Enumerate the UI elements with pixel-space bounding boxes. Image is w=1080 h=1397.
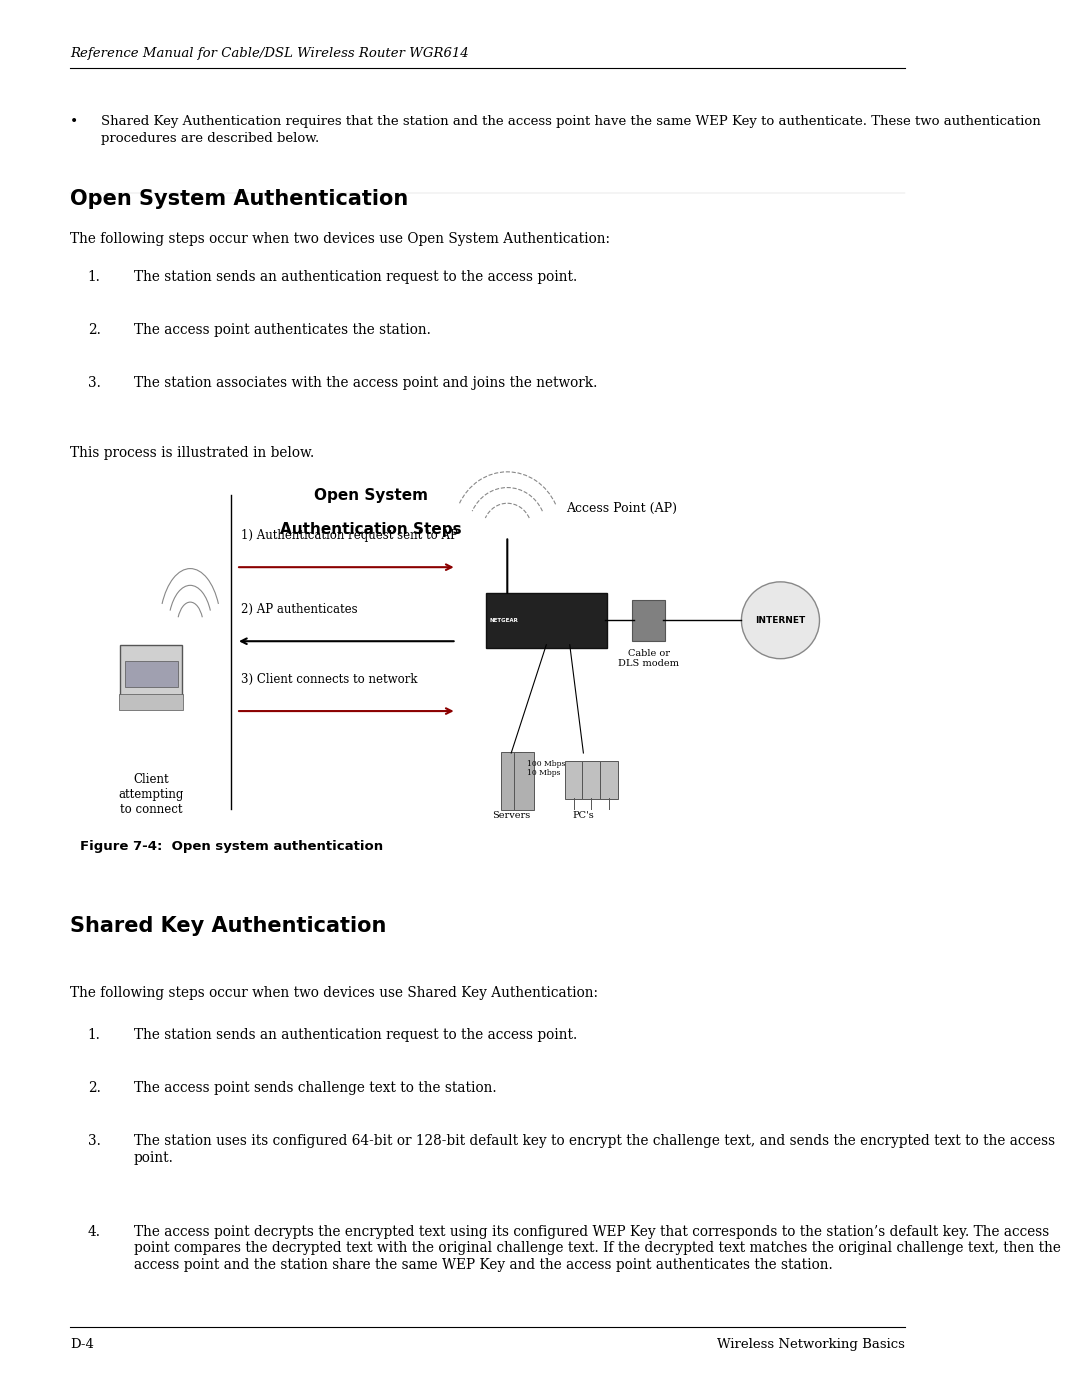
Text: The station associates with the access point and joins the network.: The station associates with the access p… [134,376,597,390]
FancyBboxPatch shape [120,645,183,697]
Text: Client
attempting
to connect: Client attempting to connect [119,773,184,816]
FancyBboxPatch shape [486,592,607,648]
Text: •: • [70,115,79,129]
Text: 1.: 1. [87,270,100,284]
Text: 1.: 1. [87,1028,100,1042]
Text: Authentication Steps: Authentication Steps [280,522,461,538]
Text: The following steps occur when two devices use Shared Key Authentication:: The following steps occur when two devic… [70,986,598,1000]
Ellipse shape [742,581,820,659]
FancyBboxPatch shape [514,752,534,810]
Text: 1) Authentication request sent to AP: 1) Authentication request sent to AP [241,529,458,542]
Text: 3.: 3. [87,376,100,390]
Text: INTERNET: INTERNET [755,616,806,624]
Text: The station sends an authentication request to the access point.: The station sends an authentication requ… [134,270,577,284]
Text: This process is illustrated in below.: This process is illustrated in below. [70,446,314,460]
Text: Figure 7-4:  Open system authentication: Figure 7-4: Open system authentication [80,840,383,852]
Text: Shared Key Authentication: Shared Key Authentication [70,916,387,936]
Text: The following steps occur when two devices use Open System Authentication:: The following steps occur when two devic… [70,232,610,246]
Text: The access point authenticates the station.: The access point authenticates the stati… [134,323,431,337]
Text: 2) AP authenticates: 2) AP authenticates [241,604,357,616]
Text: 2.: 2. [87,1081,100,1095]
FancyBboxPatch shape [600,761,618,799]
FancyBboxPatch shape [582,761,600,799]
FancyBboxPatch shape [565,761,582,799]
Text: Access Point (AP): Access Point (AP) [566,502,677,514]
Text: The access point decrypts the encrypted text using its configured WEP Key that c: The access point decrypts the encrypted … [134,1225,1061,1271]
Text: Servers: Servers [492,812,530,820]
Text: D-4: D-4 [70,1338,94,1351]
Text: 3.: 3. [87,1134,100,1148]
Text: 4.: 4. [87,1225,100,1239]
Text: PC's: PC's [572,812,594,820]
Text: Open System Authentication: Open System Authentication [70,189,408,208]
FancyBboxPatch shape [119,694,184,711]
Text: The station sends an authentication request to the access point.: The station sends an authentication requ… [134,1028,577,1042]
Text: 2.: 2. [87,323,100,337]
Text: The station uses its configured 64-bit or 128-bit default key to encrypt the cha: The station uses its configured 64-bit o… [134,1134,1055,1165]
FancyBboxPatch shape [501,752,521,810]
Text: Open System: Open System [313,488,428,503]
Text: 100 Mbps
10 Mbps: 100 Mbps 10 Mbps [527,760,565,777]
Text: Wireless Networking Basics: Wireless Networking Basics [717,1338,905,1351]
Text: NETGEAR: NETGEAR [489,617,518,623]
Text: Cable or
DLS modem: Cable or DLS modem [618,648,679,668]
Text: The access point sends challenge text to the station.: The access point sends challenge text to… [134,1081,497,1095]
Text: Shared Key Authentication requires that the station and the access point have th: Shared Key Authentication requires that … [102,115,1041,144]
FancyBboxPatch shape [125,662,177,687]
Text: Reference Manual for Cable/DSL Wireless Router WGR614: Reference Manual for Cable/DSL Wireless … [70,47,469,60]
Text: 3) Client connects to network: 3) Client connects to network [241,673,418,686]
FancyBboxPatch shape [632,601,665,640]
